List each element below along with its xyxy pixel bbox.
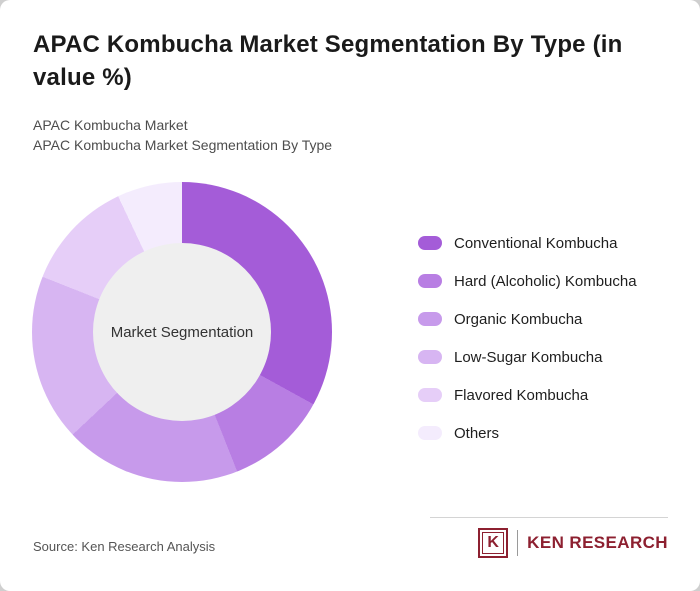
legend-item: Others [418, 414, 637, 452]
subtitle-segmentation: APAC Kombucha Market Segmentation By Typ… [33, 137, 333, 153]
legend-item: Low-Sugar Kombucha [418, 338, 637, 376]
legend-swatch [418, 388, 442, 402]
legend-swatch [418, 426, 442, 440]
legend-label: Flavored Kombucha [454, 386, 589, 404]
legend-label: Hard (Alcoholic) Kombucha [454, 272, 637, 290]
footer-divider [430, 517, 668, 518]
page-title: APAC Kombucha Market Segmentation By Typ… [33, 31, 623, 91]
subtitle-market: APAC Kombucha Market [33, 117, 188, 133]
legend-item: Organic Kombucha [418, 300, 637, 338]
legend-item: Flavored Kombucha [418, 376, 637, 414]
legend-label: Low-Sugar Kombucha [454, 348, 603, 366]
legend-label: Organic Kombucha [454, 310, 583, 328]
legend-swatch [418, 312, 442, 326]
source-note: Source: Ken Research Analysis [33, 539, 216, 554]
logo-wordmark: KEN RESEARCH [527, 533, 668, 552]
chart-legend: Conventional Kombucha Hard (Alcoholic) K… [418, 224, 637, 452]
legend-label: Others [454, 424, 500, 442]
legend-item: Hard (Alcoholic) Kombucha [418, 262, 637, 300]
donut-chart-area: Market Segmentation [32, 182, 332, 482]
ken-research-logo: K KEN RESEARCH [478, 528, 668, 558]
logo-k-icon: K [478, 528, 509, 558]
legend-item: Conventional Kombucha [418, 224, 637, 262]
legend-label: Conventional Kombucha [454, 234, 618, 252]
legend-swatch [418, 236, 442, 250]
logo-separator [517, 530, 519, 556]
donut-center-label: Market Segmentation [110, 323, 254, 341]
legend-swatch [418, 274, 442, 288]
donut-center: Market Segmentation [93, 243, 271, 421]
legend-swatch [418, 350, 442, 364]
